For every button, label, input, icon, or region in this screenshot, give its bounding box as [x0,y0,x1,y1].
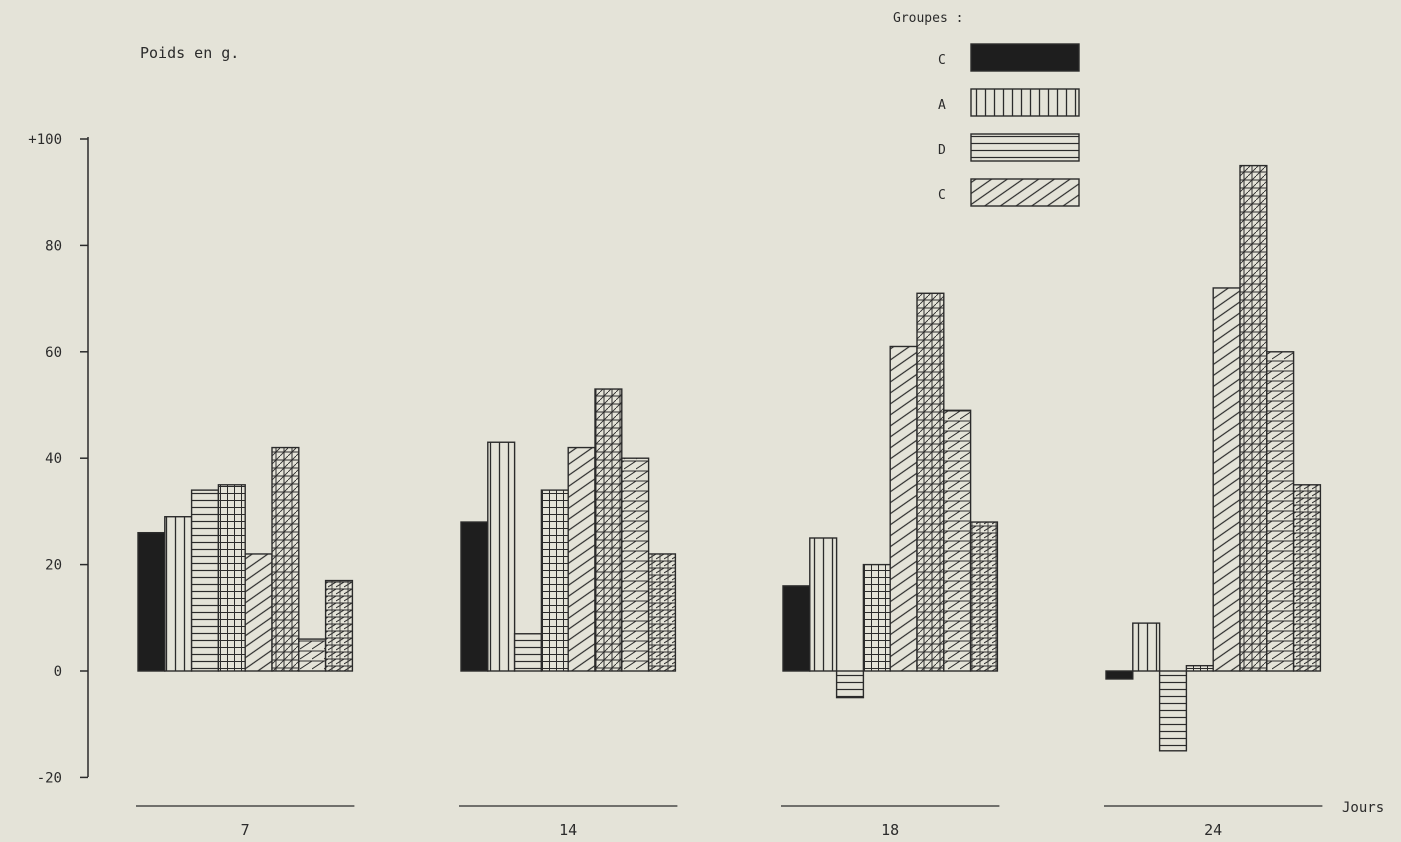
bar-grid-day-7 [217,484,246,672]
bar-grid-day-18 [862,563,891,672]
bar-grid-day-14 [540,489,569,672]
bar-diagonal-day-7 [244,553,273,672]
y-tick-label: 60 [45,345,62,361]
y-axis-ticks: +100 80 60 40 20 0 -20 [28,132,88,786]
bar-diagonal-day-24 [1212,287,1241,672]
bar-horizontal-day-14 [513,633,543,672]
bar-zigzag-day-24 [1266,351,1295,672]
legend-swatch-solid [970,43,1080,72]
bar-zigzag-day-14 [621,457,650,672]
x-tick-label: 24 [1204,821,1222,839]
bar-zigzag-day-7 [298,638,327,672]
bar-vertical-day-7 [164,516,193,672]
bar-zigzag-dense-day-14 [647,553,677,672]
y-axis-title: Poids en g. [140,44,239,62]
x-axis-categories: 7 14 18 24 [136,805,1323,839]
x-tick-label: 18 [881,821,899,839]
legend-swatch-vertical [970,88,1080,117]
bar-grid-day-24 [1185,664,1214,672]
legend-swatch-diagonal [970,178,1080,207]
legend-title: Groupes : [893,11,963,26]
bar-horizontal-day-7 [190,489,220,672]
y-tick-label: 0 [54,664,62,680]
bar-diagonal-day-14 [567,446,596,672]
x-tick-label: 14 [559,821,577,839]
bar-solid-day-7 [137,531,166,672]
bar-diagonal-day-18 [889,345,918,672]
legend-swatch-horizontal [970,133,1080,162]
bar-zigzag-dense-day-18 [969,521,999,672]
bars [137,164,1322,752]
bar-diagonal-grid-day-18 [916,292,945,672]
bar-diagonal-grid-day-24 [1239,164,1268,672]
bar-diagonal-grid-day-14 [594,388,623,672]
bar-vertical-day-24 [1132,622,1161,672]
x-tick-label: 7 [241,821,250,839]
bar-solid-day-14 [460,521,489,672]
bar-solid-day-18 [782,585,811,672]
bar-zigzag-day-18 [943,409,972,672]
y-tick-label: +100 [28,132,62,148]
bar-horizontal-day-24 [1158,670,1188,752]
x-axis-title: Jours [1342,800,1384,816]
bar-vertical-day-14 [487,441,516,672]
legend-label: D [938,143,946,158]
bar-solid-day-24 [1105,670,1134,680]
y-tick-label: 20 [45,558,62,574]
bar-zigzag-dense-day-7 [324,579,354,672]
bar-diagonal-grid-day-7 [271,446,300,672]
y-tick-label: -20 [37,770,62,786]
bar-horizontal-day-18 [835,670,865,699]
legend: Groupes : C A D C [893,11,1080,207]
y-tick-label: 40 [45,451,62,467]
bar-vertical-day-18 [809,537,838,672]
legend-label: C [938,53,946,68]
legend-label: A [938,98,946,113]
y-tick-label: 80 [45,238,62,254]
bar-zigzag-dense-day-24 [1292,484,1322,672]
legend-label: C [938,188,946,203]
